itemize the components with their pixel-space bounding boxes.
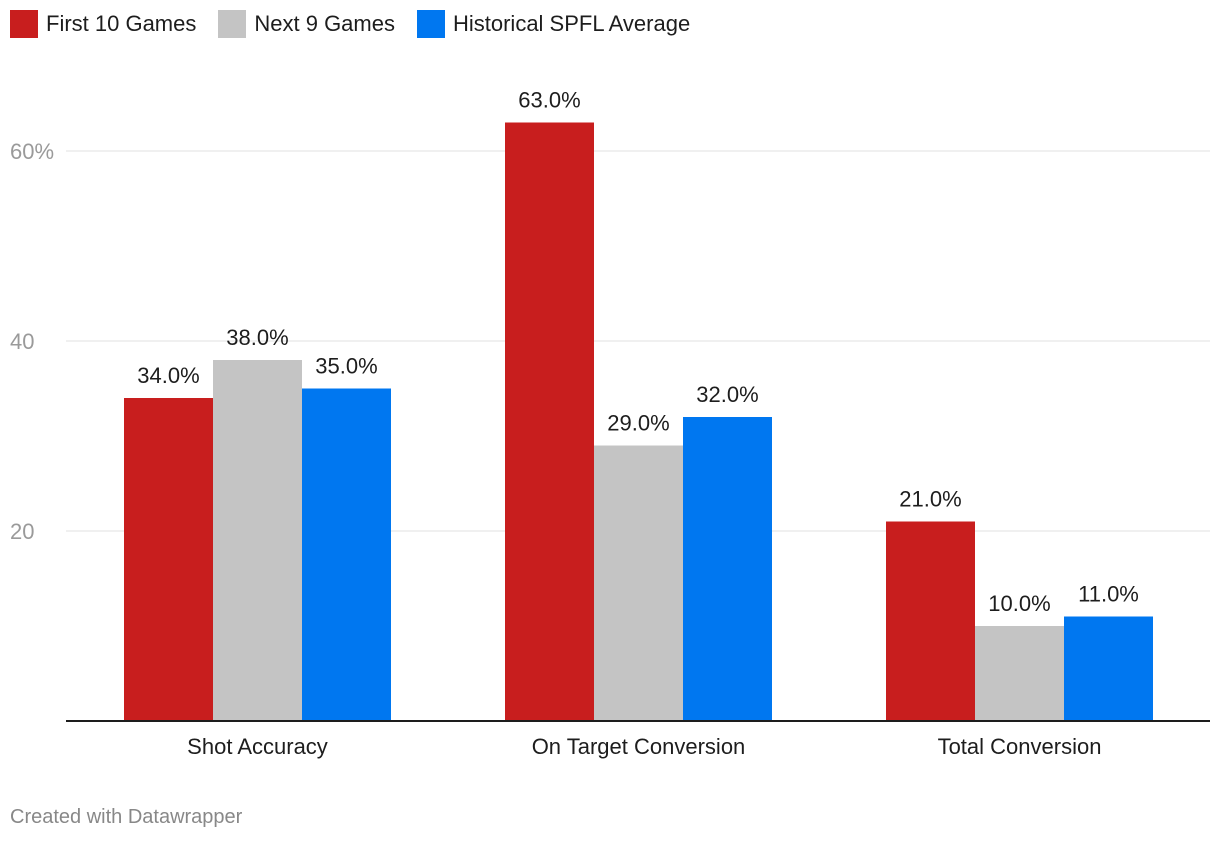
x-tick-label-on-target-conversion: On Target Conversion <box>532 734 746 759</box>
bar-chart: 20 40 60% 34.0% 38.0% 35.0% Shot Accuracy 63.0%… <box>10 88 1210 759</box>
value-label-total-conversion-next-9-games: 10.0% <box>988 591 1050 616</box>
value-label-on-target-conversion-next-9-games: 29.0% <box>607 411 669 436</box>
bar-on-target-conversion-next-9-games <box>594 445 683 721</box>
value-label-shot-accuracy-next-9-games: 38.0% <box>226 325 288 350</box>
bar-shot-accuracy-first-10-games <box>124 398 213 721</box>
legend-item-next-9-games: Next 9 Games <box>218 10 395 38</box>
chart-legend: First 10 Games Next 9 Games Historical S… <box>10 10 690 38</box>
bar-total-conversion-historical-spfl-average <box>1064 616 1153 721</box>
legend-swatch-historical-spfl-average <box>416 10 445 38</box>
legend-swatch-first-10-games <box>10 10 38 38</box>
legend-label-first-10-games: First 10 Games <box>46 11 197 36</box>
y-tick-label-60: 60% <box>10 139 54 164</box>
value-label-total-conversion-historical-spfl-average: 11.0% <box>1078 582 1139 607</box>
legend-swatch-next-9-games <box>218 10 247 38</box>
x-tick-label-shot-accuracy: Shot Accuracy <box>187 734 328 759</box>
footer-credit: Created with Datawrapper <box>10 806 243 828</box>
bar-shot-accuracy-historical-spfl-average <box>302 388 391 721</box>
bar-on-target-conversion-historical-spfl-average <box>683 417 772 721</box>
value-label-on-target-conversion-historical-spfl-average: 32.0% <box>696 382 758 407</box>
legend-label-next-9-games: Next 9 Games <box>254 11 395 36</box>
legend-label-historical-spfl-average: Historical SPFL Average <box>452 11 691 36</box>
x-tick-label-total-conversion: Total Conversion <box>938 734 1102 759</box>
bar-total-conversion-next-9-games <box>975 626 1064 721</box>
value-label-shot-accuracy-first-10-games: 34.0% <box>137 363 199 388</box>
y-tick-label-40: 40 <box>10 329 34 354</box>
legend-item-first-10-games: First 10 Games <box>10 10 196 38</box>
legend-item-historical-spfl-average: Historical SPFL Average <box>416 10 691 38</box>
value-label-total-conversion-first-10-games: 21.0% <box>899 487 961 512</box>
bar-shot-accuracy-next-9-games <box>213 360 302 721</box>
y-tick-label-20: 20 <box>10 519 34 544</box>
value-label-shot-accuracy-historical-spfl-average: 35.0% <box>315 354 377 379</box>
value-label-on-target-conversion-first-10-games: 63.0% <box>518 88 580 113</box>
bar-total-conversion-first-10-games <box>886 521 975 721</box>
bar-on-target-conversion-first-10-games <box>505 122 594 721</box>
